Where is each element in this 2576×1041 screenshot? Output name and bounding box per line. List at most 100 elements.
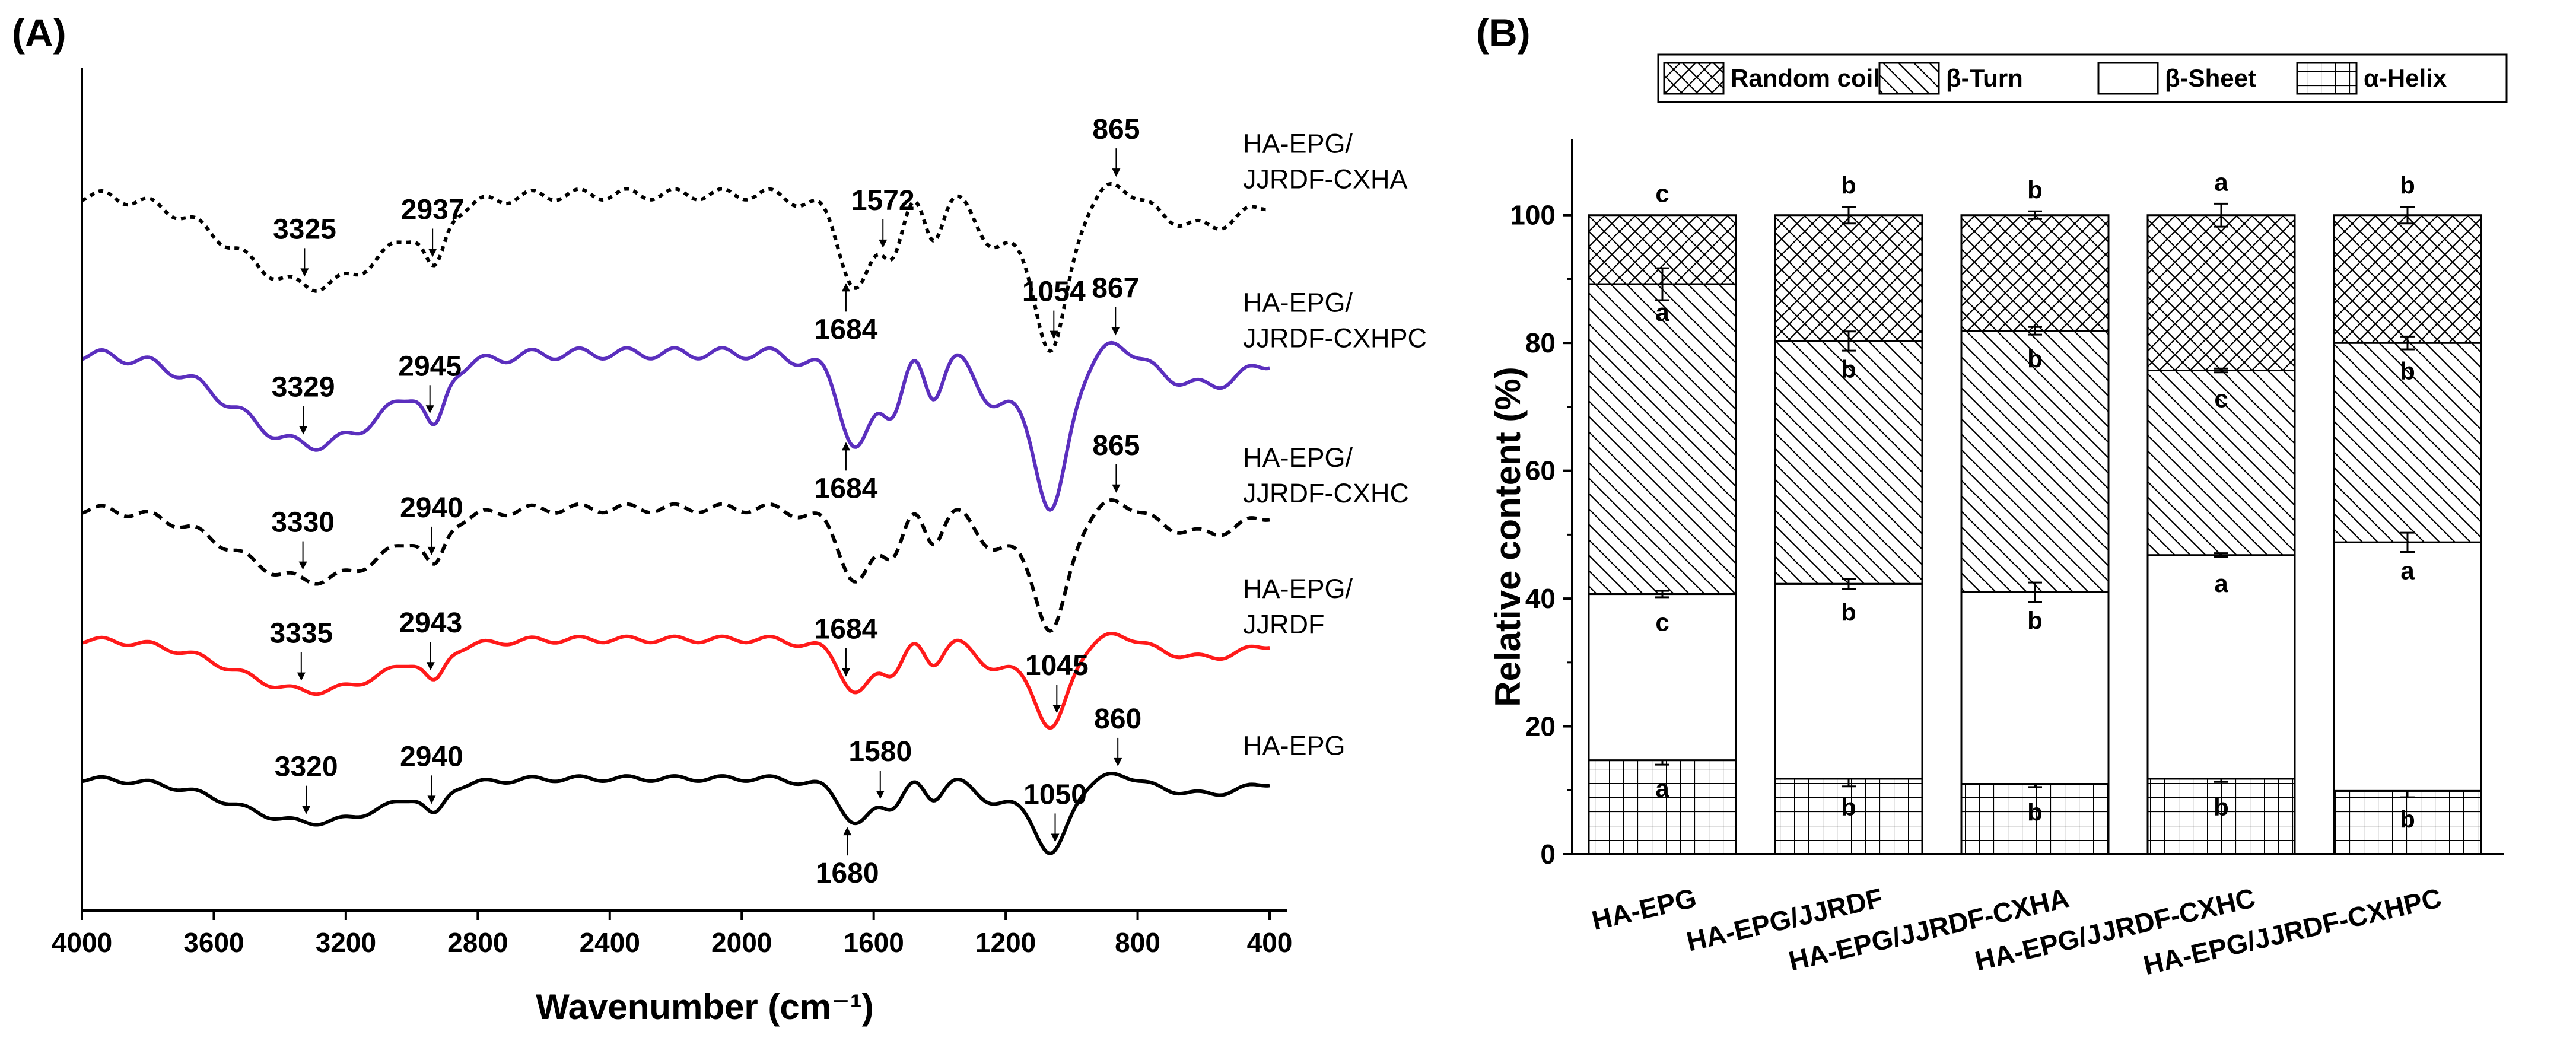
peak-arrow	[425, 405, 434, 414]
peak-arrow	[300, 268, 309, 277]
curve-label-line: HA-EPG	[1243, 731, 1346, 761]
significance-letter: c	[1655, 609, 1669, 636]
legend-label: Random coil	[1731, 64, 1880, 92]
category-label: HA-EPG	[1589, 882, 1699, 936]
peak-arrow	[297, 672, 306, 681]
bar-segment	[1588, 759, 1737, 855]
bar-segment	[1588, 593, 1737, 762]
significance-letter: a	[2400, 556, 2415, 584]
peak-label: 1680	[816, 858, 879, 889]
x-tick-label: 400	[1247, 927, 1293, 958]
spectrum-line	[81, 632, 1270, 730]
peak-label: 3329	[272, 371, 335, 403]
significance-letter: b	[1841, 355, 1856, 383]
curve-label-line: JJRDF-CXHA	[1243, 164, 1408, 195]
peak-label: 865	[1092, 430, 1140, 461]
bar-segment	[1774, 778, 1923, 855]
peak-arrow	[1114, 757, 1122, 766]
x-tick-label: 2800	[447, 927, 508, 958]
bar-segment	[2146, 214, 2296, 372]
x-tick-label: 3200	[316, 927, 376, 958]
curve-label-line: JJRDF-CXHC	[1243, 478, 1409, 508]
peak-arrow	[302, 806, 311, 814]
bar-segment	[2333, 342, 2482, 543]
panel-b: (B) acacHA-EPGbbbbHA-EPG/JJRDFbbbbHA-EPG…	[1476, 11, 2508, 980]
peak-arrow	[841, 442, 850, 451]
legend: Random coil β-Turn β-Sheet α-Helix	[1657, 53, 2508, 103]
peak-label: 1054	[1022, 276, 1086, 308]
panel-b-axes: 0 20 40 60 80 100	[1510, 139, 2504, 870]
significance-letter: b	[2027, 176, 2043, 203]
peak-arrow	[879, 239, 888, 248]
peak-label: 3330	[271, 507, 335, 539]
bar-segment	[1774, 582, 1923, 780]
legend-swatch	[2097, 62, 2159, 95]
significance-letter: a	[1655, 298, 1669, 326]
bar-segment	[1588, 214, 1737, 285]
significance-letter: a	[1655, 775, 1669, 803]
panel-a-label: (A)	[12, 11, 66, 55]
peak-label: 1580	[848, 736, 912, 768]
y-tick-label: 40	[1525, 583, 1556, 614]
legend-label: β-Sheet	[2165, 64, 2256, 92]
legend-label: β-Turn	[1946, 64, 2023, 92]
significance-letter: a	[2214, 168, 2228, 196]
peak-label: 2945	[398, 351, 462, 382]
significance-letter: b	[2400, 171, 2415, 199]
peak-label: 1684	[815, 473, 878, 504]
peak-arrow	[427, 546, 436, 555]
peak-label: 2937	[401, 194, 465, 225]
significance-letter: b	[2027, 606, 2043, 634]
spectrum-line	[81, 340, 1270, 512]
bar-segment	[1960, 330, 2110, 593]
peak-label: 1684	[815, 614, 878, 645]
panel-a-x-axis: 4000 3600 3200 2800 2400 2000 1600 1200 800 400	[52, 68, 1293, 958]
spectrum-line	[81, 772, 1270, 855]
peak-arrow	[428, 249, 437, 257]
panel-b-label: (B)	[1476, 11, 1531, 55]
bar-segment	[2333, 214, 2482, 344]
curve-labels: HA-EPG/JJRDF-CXHA HA-EPG/JJRDF-CXHPC HA-EP…	[1243, 129, 1427, 761]
significance-letter: b	[2214, 793, 2229, 821]
peak-arrow	[1050, 330, 1058, 339]
bar-segment	[1774, 214, 1923, 342]
peak-arrow	[1052, 705, 1061, 714]
bar-segment	[1774, 340, 1923, 585]
peak-arrow	[1051, 833, 1060, 842]
bar-segment	[2146, 554, 2296, 780]
significance-letter: b	[2400, 357, 2415, 385]
peak-arrow	[299, 426, 308, 435]
peak-label: 2943	[399, 607, 462, 639]
peak-label: 3335	[269, 618, 333, 650]
curve-label-line: JJRDF-CXHPC	[1243, 323, 1427, 354]
bar-segment	[1588, 283, 1737, 596]
curve-label-line: HA-EPG/	[1243, 574, 1353, 604]
peak-arrow	[876, 791, 885, 800]
peak-label: 2940	[400, 492, 463, 524]
significance-letter: a	[2214, 569, 2228, 597]
x-axis-title: Wavenumber (cm⁻¹)	[536, 987, 874, 1027]
bar-segment	[2333, 541, 2482, 792]
peak-arrow	[841, 668, 850, 677]
y-tick-label: 0	[1540, 839, 1556, 870]
x-tick-label: 4000	[52, 927, 112, 958]
peak-label: 1045	[1025, 650, 1089, 682]
significance-letter: b	[1841, 793, 1856, 821]
legend-swatch	[1878, 62, 1940, 95]
peak-label: 1684	[815, 314, 878, 345]
significance-letter: b	[2027, 345, 2043, 373]
legend-swatch	[2296, 62, 2358, 95]
x-tick-label: 3600	[183, 927, 244, 958]
spectrum-line	[81, 182, 1270, 353]
spectra-curves	[81, 182, 1270, 855]
spectrum-line	[81, 498, 1270, 633]
y-axis-title: Relative content (%)	[1488, 367, 1528, 706]
x-tick-label: 2400	[580, 927, 640, 958]
y-tick-label: 80	[1525, 327, 1556, 358]
peak-label: 1572	[851, 185, 915, 217]
panel-a: (A) 3325 2937 1684 1572 1054 865 3329 2945 1684 8…	[12, 11, 1427, 1027]
peak-arrow	[1111, 327, 1120, 336]
legend-box	[1657, 53, 2508, 103]
peak-label: 1050	[1023, 779, 1087, 810]
